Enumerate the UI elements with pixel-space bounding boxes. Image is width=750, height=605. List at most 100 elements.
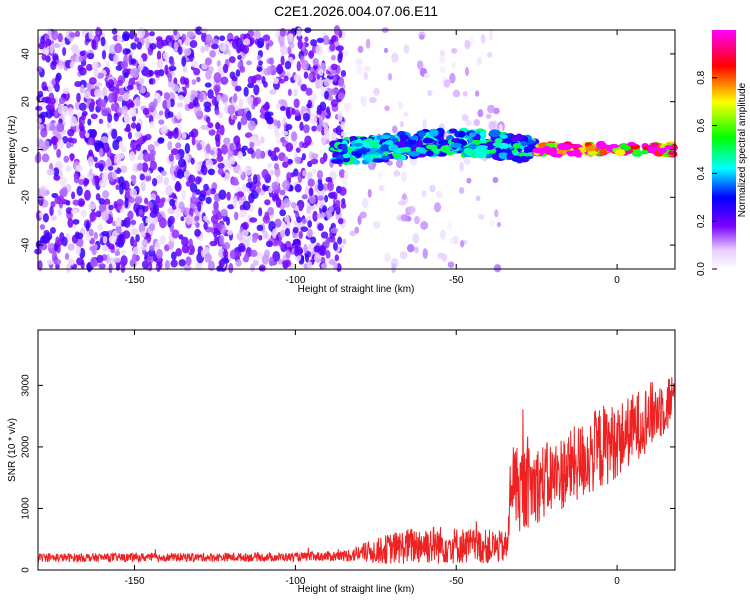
heatmap-cell xyxy=(113,112,119,122)
snr-x-tick-label: -150 xyxy=(125,576,145,587)
heatmap-cell xyxy=(39,187,47,198)
heatmap-cell xyxy=(352,159,361,165)
heatmap-cell xyxy=(145,217,151,224)
heatmap-cell xyxy=(372,158,385,163)
heatmap-cell xyxy=(78,179,85,186)
heatmap-cell xyxy=(337,111,343,122)
heatmap-cell xyxy=(294,183,302,193)
heatmap-cell xyxy=(133,32,138,38)
heatmap-cell xyxy=(293,98,300,109)
heatmap-cell xyxy=(250,249,258,258)
heatmap-cell xyxy=(39,224,46,230)
heatmap-cell xyxy=(246,110,252,121)
heatmap-cell xyxy=(131,253,137,264)
heatmap-cell xyxy=(113,54,119,64)
heatmap-cell xyxy=(75,237,84,248)
heatmap-cell xyxy=(254,74,262,81)
heatmap-cell xyxy=(229,156,236,165)
heatmap-cell xyxy=(163,176,169,186)
heatmap-cell xyxy=(96,72,105,79)
heatmap-cell xyxy=(640,149,649,155)
heatmap-cell xyxy=(53,42,61,49)
heatmap-cell xyxy=(143,152,151,163)
heatmap-cell xyxy=(292,238,301,245)
heatmap-cell xyxy=(88,102,95,113)
spectrogram-panel: -150 -100 -50 0 -40 -20 0 20 40 Height of strai… xyxy=(7,24,679,295)
heatmap-cell xyxy=(447,220,453,230)
heatmap-cell xyxy=(333,261,338,270)
spectrogram-x-tick-label: 0 xyxy=(614,275,620,286)
heatmap-cell xyxy=(127,210,134,221)
heatmap-cell xyxy=(101,109,110,117)
heatmap-cell xyxy=(273,146,280,153)
heatmap-cell xyxy=(148,78,154,85)
heatmap-cell xyxy=(135,144,141,152)
heatmap-cell xyxy=(181,56,187,67)
heatmap-cell xyxy=(368,97,377,104)
heatmap-cell xyxy=(157,261,163,270)
heatmap-cell xyxy=(664,145,673,150)
heatmap-cell xyxy=(439,229,446,240)
heatmap-cell xyxy=(217,168,224,176)
heatmap-cell xyxy=(76,185,83,197)
heatmap-cell xyxy=(548,147,558,156)
heatmap-cell xyxy=(268,169,276,176)
heatmap-cell xyxy=(252,259,259,267)
heatmap-cell xyxy=(145,38,150,49)
heatmap-cell xyxy=(184,142,191,154)
heatmap-cell xyxy=(210,214,219,224)
heatmap-cell xyxy=(138,77,145,85)
heatmap-cell xyxy=(274,162,279,171)
heatmap-cell xyxy=(303,71,309,79)
heatmap-cell xyxy=(129,29,135,40)
heatmap-cell xyxy=(258,207,263,217)
heatmap-cell xyxy=(556,142,569,151)
heatmap-cell xyxy=(62,46,67,56)
heatmap-cell xyxy=(241,44,250,55)
heatmap-cell xyxy=(349,230,356,237)
heatmap-cell xyxy=(115,184,120,191)
heatmap-cell xyxy=(532,147,545,154)
heatmap-cell xyxy=(468,132,477,138)
heatmap-cell xyxy=(325,176,333,183)
heatmap-cell xyxy=(367,188,372,198)
heatmap-cell xyxy=(177,168,184,180)
heatmap-cell xyxy=(261,76,266,85)
heatmap-cell xyxy=(492,142,503,147)
heatmap-cell xyxy=(318,115,324,126)
heatmap-cell xyxy=(218,189,227,200)
heatmap-cell xyxy=(321,262,328,269)
heatmap-cell xyxy=(196,142,202,151)
heatmap-cell xyxy=(417,60,424,70)
heatmap-cell xyxy=(423,137,431,144)
heatmap-cell xyxy=(130,58,137,65)
colorbar-tick-label: 0.4 xyxy=(696,166,707,180)
heatmap-cell xyxy=(479,131,487,137)
heatmap-cell xyxy=(123,115,131,124)
heatmap-cell xyxy=(250,263,255,272)
heatmap-cell xyxy=(151,177,158,187)
heatmap-cell xyxy=(264,101,270,112)
heatmap-cell xyxy=(363,66,371,72)
chart-title: C2E1.2026.004.07.06.E11 xyxy=(274,3,438,19)
heatmap-cell xyxy=(387,73,393,81)
heatmap-cell xyxy=(313,253,322,263)
heatmap-cell xyxy=(149,149,156,157)
heatmap-cell xyxy=(42,213,50,223)
heatmap-cell xyxy=(214,236,219,244)
spectrogram-x-label: Height of straight line (km) xyxy=(298,284,415,295)
heatmap-cell xyxy=(319,156,326,165)
heatmap-cell xyxy=(300,83,308,92)
heatmap-cell xyxy=(247,75,255,85)
heatmap-cell xyxy=(295,246,304,256)
heatmap-cell xyxy=(185,180,192,187)
heatmap-cell xyxy=(354,58,363,66)
heatmap-cell xyxy=(130,228,139,236)
heatmap-cell xyxy=(228,262,234,274)
heatmap-cell xyxy=(341,143,348,152)
heatmap-cell xyxy=(141,162,149,173)
heatmap-cell xyxy=(141,239,148,247)
heatmap-cell xyxy=(107,92,115,104)
spectrogram-heatmap xyxy=(34,24,679,274)
heatmap-cell xyxy=(309,187,314,197)
